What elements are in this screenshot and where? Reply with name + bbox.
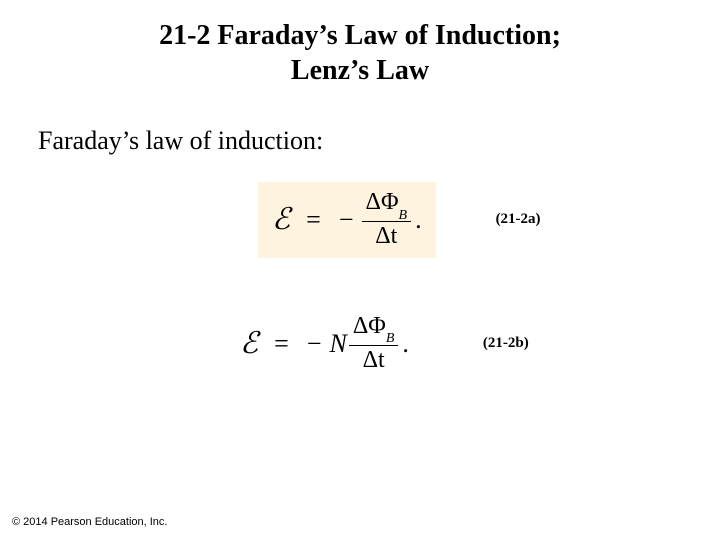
fraction-a: ΔΦB Δt — [362, 190, 412, 250]
den-dt-b: Δt — [363, 347, 385, 373]
title-line-1: 21-2 Faraday’s Law of Induction; — [0, 18, 720, 53]
period-b: . — [402, 329, 409, 359]
num-sub-a: B — [399, 208, 408, 223]
lead-text: Faraday’s law of induction: — [38, 126, 720, 156]
den-dt-a: Δt — [375, 223, 397, 249]
title-line-2: Lenz’s Law — [0, 53, 720, 88]
slide-title-block: 21-2 Faraday’s Law of Induction; Lenz’s … — [0, 0, 720, 88]
fraction-b: ΔΦB Δt — [349, 314, 399, 374]
denominator-a: Δt — [371, 224, 401, 249]
equation-b: ℰ = − N ΔΦB Δt . — [226, 306, 423, 382]
num-sub-b: B — [386, 331, 395, 346]
emf-symbol-b: ℰ — [240, 326, 258, 361]
num-delta-b: ΔΦ — [353, 313, 386, 339]
minus-a: − — [339, 205, 354, 235]
emf-symbol-a: ℰ — [272, 202, 290, 237]
denominator-b: Δt — [359, 348, 389, 373]
equation-label-b: (21-2b) — [483, 335, 529, 352]
period-a: . — [415, 205, 422, 235]
num-delta-a: ΔΦ — [366, 189, 399, 215]
coeff-n-b: N — [330, 329, 347, 359]
numerator-b: ΔΦB — [349, 314, 399, 343]
equation-label-a: (21-2a) — [496, 211, 541, 228]
equation-a: ℰ = − ΔΦB Δt . — [258, 182, 436, 258]
equation-row-b: ℰ = − N ΔΦB Δt . (21-2b) — [226, 306, 720, 382]
numerator-a: ΔΦB — [362, 190, 412, 219]
minus-b: − — [307, 329, 322, 359]
equals-a: = — [306, 205, 321, 235]
equals-b: = — [274, 329, 289, 359]
copyright-text: © 2014 Pearson Education, Inc. — [12, 516, 167, 528]
equation-row-a: ℰ = − ΔΦB Δt . (21-2a) — [258, 182, 720, 258]
